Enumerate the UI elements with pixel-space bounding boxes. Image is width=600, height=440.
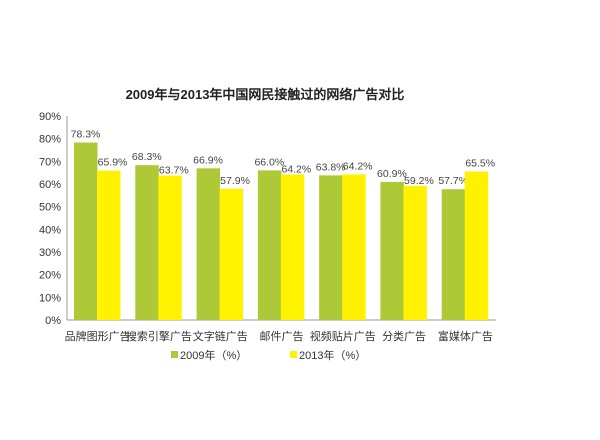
data-label: 64.2% xyxy=(281,163,311,175)
data-label: 57.9% xyxy=(220,175,250,187)
bar-2009 xyxy=(135,165,159,320)
bar-2013 xyxy=(97,170,121,320)
legend-label: 2013年（%） xyxy=(299,348,366,362)
data-label: 65.9% xyxy=(98,157,128,169)
y-tick-label: 70% xyxy=(39,156,61,168)
data-label: 60.9% xyxy=(377,168,407,180)
x-tick-label: 富媒体广告 xyxy=(438,329,493,343)
bar-2009 xyxy=(257,170,282,320)
legend-label: 2009年（%） xyxy=(180,348,247,362)
bar-2009 xyxy=(380,181,404,320)
x-tick-label: 搜索引擎广告 xyxy=(126,329,192,343)
data-label: 66.0% xyxy=(254,156,284,168)
bar-2013 xyxy=(219,188,244,320)
bar-2009 xyxy=(319,175,343,320)
bar-2013 xyxy=(280,174,305,320)
x-tick-label: 视频贴片广告 xyxy=(310,329,376,343)
x-tick-label: 邮件广告 xyxy=(260,330,304,343)
bar-2009 xyxy=(74,142,98,320)
data-label: 64.2% xyxy=(343,160,373,172)
data-label: 78.3% xyxy=(71,129,101,141)
data-label: 65.5% xyxy=(465,158,495,170)
data-label: 63.7% xyxy=(159,165,189,177)
data-label: 68.3% xyxy=(132,151,162,163)
legend-swatch xyxy=(290,351,297,358)
data-label: 57.7% xyxy=(438,175,468,187)
y-tick-label: 0% xyxy=(45,315,61,327)
bar-2009 xyxy=(196,168,221,320)
bar-2013 xyxy=(342,174,366,320)
x-tick-label: 文字链广告 xyxy=(193,329,248,343)
y-tick-label: 90% xyxy=(39,111,61,123)
data-label: 66.9% xyxy=(193,154,223,166)
bar-2013 xyxy=(158,175,182,320)
y-tick-label: 20% xyxy=(39,270,61,282)
y-tick-label: 10% xyxy=(39,292,61,304)
bar-2013 xyxy=(403,185,427,320)
bar-2013 xyxy=(464,171,489,320)
y-tick-label: 80% xyxy=(39,134,61,146)
bar-2009 xyxy=(441,189,466,320)
y-tick-label: 30% xyxy=(39,247,61,259)
y-tick-label: 40% xyxy=(39,224,61,236)
data-label: 63.8% xyxy=(316,161,346,173)
y-tick-label: 60% xyxy=(39,179,61,191)
y-tick-label: 50% xyxy=(39,202,61,214)
x-tick-label: 品牌图形广告 xyxy=(65,329,131,343)
chart-title: 2009年与2013年中国网民接触过的网络广告对比 xyxy=(126,87,405,102)
data-label: 59.2% xyxy=(404,175,434,187)
legend-swatch xyxy=(171,351,178,358)
x-tick-label: 分类广告 xyxy=(382,329,426,343)
